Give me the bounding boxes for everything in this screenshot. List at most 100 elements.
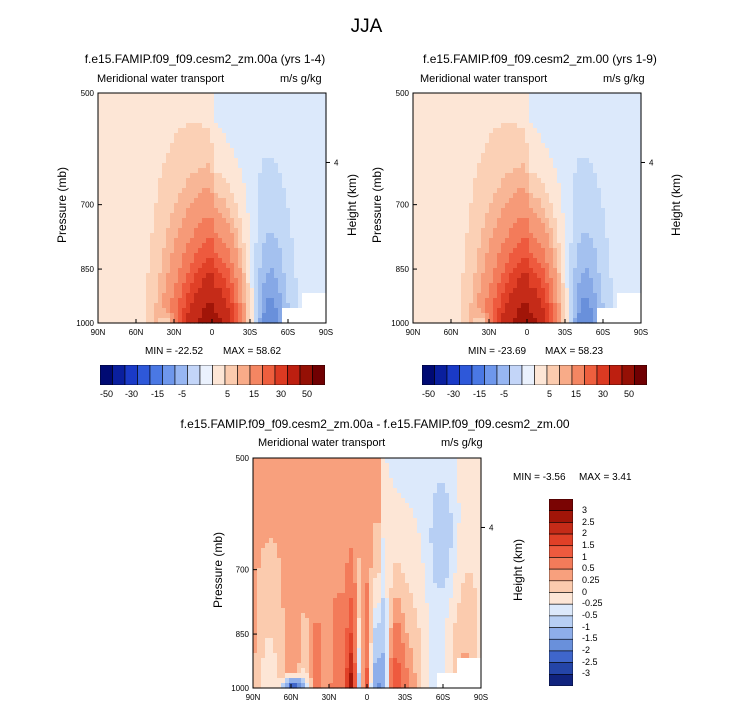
heatmap-cell: [150, 158, 155, 164]
heatmap-cell: [545, 103, 550, 109]
heatmap-cell: [322, 278, 327, 284]
heatmap-cell: [258, 313, 263, 319]
heatmap-cell: [134, 103, 139, 109]
heatmap-cell: [282, 148, 287, 154]
heatmap-cell: [501, 248, 506, 254]
heatmap-cell: [537, 133, 542, 139]
heatmap-cell: [258, 218, 263, 224]
heatmap-cell: [465, 228, 470, 234]
heatmap-cell: [274, 98, 279, 104]
heatmap-cell: [605, 273, 610, 279]
heatmap-cell: [266, 228, 271, 234]
heatmap-cell: [210, 243, 215, 249]
heatmap-cell: [322, 133, 327, 139]
heatmap-cell: [178, 98, 183, 104]
heatmap-cell: [425, 228, 430, 234]
heatmap-cell: [601, 128, 606, 134]
heatmap-cell: [509, 198, 514, 204]
heatmap-cell: [270, 223, 275, 229]
heatmap-cell: [302, 203, 307, 209]
heatmap-cell: [238, 278, 243, 284]
heatmap-cell: [461, 233, 466, 239]
heatmap-cell: [170, 293, 175, 299]
heatmap-cell: [198, 213, 203, 219]
heatmap-cell: [218, 233, 223, 239]
heatmap-cell: [162, 133, 167, 139]
heatmap-cell: [246, 173, 251, 179]
heatmap-cell: [517, 208, 522, 214]
heatmap-cell: [142, 163, 147, 169]
heatmap-cell: [593, 268, 598, 274]
heatmap-cell: [146, 218, 151, 224]
heatmap-cell: [581, 188, 586, 194]
heatmap-cell: [290, 208, 295, 214]
heatmap-cell: [517, 138, 522, 144]
heatmap-cell: [318, 98, 323, 104]
heatmap-cell: [413, 103, 418, 109]
heatmap-cell: [278, 183, 283, 189]
heatmap-cell: [497, 128, 502, 134]
heatmap-cell: [549, 158, 554, 164]
heatmap-cell: [214, 293, 219, 299]
heatmap-cell: [226, 133, 231, 139]
heatmap-cell: [198, 138, 203, 144]
heatmap-cell: [621, 163, 626, 169]
heatmap-cell: [421, 178, 426, 184]
heatmap-cell: [477, 288, 482, 294]
heatmap-cell: [489, 248, 494, 254]
colorbar-swatch: [199, 365, 213, 385]
heatmap-cell: [601, 273, 606, 279]
heatmap-cell: [601, 178, 606, 184]
heatmap-cell: [142, 248, 147, 254]
heatmap-cell: [218, 118, 223, 124]
heatmap-cell: [322, 113, 327, 119]
heatmap-cell: [469, 163, 474, 169]
heatmap-cell: [194, 233, 199, 239]
heatmap-cell: [234, 288, 239, 294]
heatmap-cell: [477, 223, 482, 229]
heatmap-cell: [513, 133, 518, 139]
heatmap-cell: [122, 93, 127, 99]
heatmap-cell: [194, 148, 199, 154]
heatmap-cell: [126, 293, 131, 299]
heatmap-cell: [182, 183, 187, 189]
heatmap-cell: [98, 118, 103, 124]
heatmap-cell: [589, 173, 594, 179]
heatmap-cell: [254, 233, 259, 239]
heatmap-cell: [290, 288, 295, 294]
heatmap-cell: [613, 148, 618, 154]
heatmap-cell: [162, 288, 167, 294]
heatmap-cell: [230, 123, 235, 129]
heatmap-cell: [501, 168, 506, 174]
heatmap-cell: [497, 108, 502, 114]
heatmap-cell: [138, 233, 143, 239]
heatmap-cell: [521, 113, 526, 119]
heatmap-cell: [577, 213, 582, 219]
heatmap-cell: [553, 223, 558, 229]
heatmap-cell: [617, 228, 622, 234]
heatmap-cell: [593, 198, 598, 204]
heatmap-cell: [461, 128, 466, 134]
heatmap-cell: [166, 108, 171, 114]
heatmap-cell: [318, 173, 323, 179]
heatmap-cell: [457, 258, 462, 264]
heatmap-cell: [609, 173, 614, 179]
heatmap-cell: [226, 258, 231, 264]
heatmap-cell: [505, 258, 510, 264]
heatmap-cell: [485, 208, 490, 214]
heatmap-cell: [505, 238, 510, 244]
heatmap-cell: [493, 243, 498, 249]
heatmap-cell: [230, 143, 235, 149]
heatmap-cell: [425, 258, 430, 264]
heatmap-cell: [190, 108, 195, 114]
heatmap-cell: [278, 248, 283, 254]
heatmap-cell: [214, 208, 219, 214]
heatmap-cell: [166, 128, 171, 134]
heatmap-cell: [254, 153, 259, 159]
heatmap-cell: [238, 168, 243, 174]
heatmap-cell: [238, 188, 243, 194]
heatmap-cell: [565, 138, 570, 144]
heatmap-cell: [246, 118, 251, 124]
heatmap-cell: [226, 98, 231, 104]
heatmap-cell: [605, 168, 610, 174]
